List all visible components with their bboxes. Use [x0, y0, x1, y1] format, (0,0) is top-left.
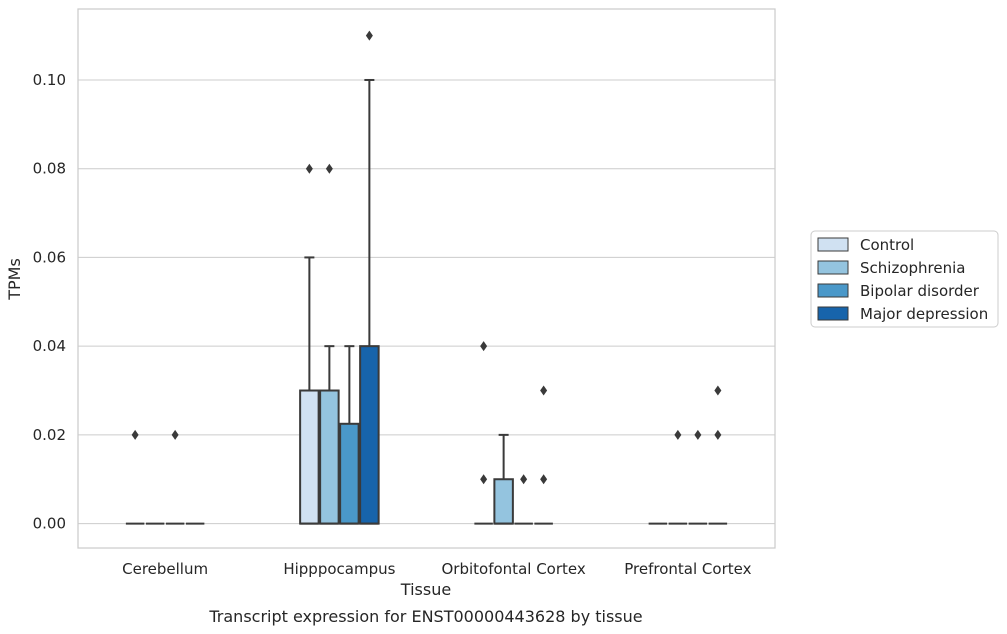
outlier-point [714, 385, 722, 396]
box-2-1 [493, 433, 514, 525]
outlier-point [694, 429, 702, 440]
x-tick-label: Cerebellum [122, 560, 208, 578]
legend: Control Schizophrenia Bipolar disorder Majo… [810, 230, 999, 328]
legend-swatch [817, 306, 849, 321]
y-tick-label: 0.00 [33, 515, 66, 533]
outlier-point [540, 385, 548, 396]
outlier-point [325, 163, 333, 174]
legend-label: Bipolar disorder [860, 282, 980, 300]
legend-swatch [817, 260, 849, 275]
box-1-3 [359, 30, 380, 525]
x-tick-label: Orbitofontal Cortex [442, 560, 586, 578]
outlier-point [540, 474, 548, 485]
legend-swatch [817, 237, 849, 252]
box-1-2 [339, 345, 360, 525]
y-axis-label: TPMs [5, 258, 24, 301]
outlier-point [674, 429, 682, 440]
x-tick-label: Hipppocampus [283, 560, 395, 578]
chart-title: Transcript expression for ENST0000044362… [208, 607, 642, 626]
y-tick-label: 0.06 [33, 248, 66, 266]
outlier-point [480, 341, 488, 352]
legend-label: Control [860, 236, 914, 254]
box-0-2 [165, 429, 185, 525]
legend-label: Schizophrenia [860, 259, 965, 277]
outlier-point [714, 429, 722, 440]
legend-frame [810, 230, 999, 328]
outlier-point [305, 163, 313, 174]
box-body [339, 422, 360, 525]
y-axis-ticks: 0.00 0.02 0.04 0.06 0.08 0.10 [33, 71, 66, 533]
x-axis-ticks: Cerebellum Hipppocampus Orbitofontal Corte… [122, 560, 751, 578]
box-3-3 [708, 385, 728, 525]
plot-frame [77, 8, 776, 549]
box-0-0 [125, 429, 145, 525]
y-tick-label: 0.08 [33, 160, 66, 178]
box-1-0 [299, 163, 320, 525]
outlier-point [171, 429, 179, 440]
box-2-2 [514, 474, 533, 525]
outlier-point [365, 30, 373, 41]
outlier-point [131, 429, 139, 440]
legend-label: Major depression [860, 305, 988, 323]
box-2-0 [474, 341, 493, 525]
outlier-point [480, 474, 488, 485]
y-tick-label: 0.10 [33, 71, 66, 89]
box-body [493, 478, 514, 525]
y-tick-label: 0.02 [33, 426, 66, 444]
outlier-point [520, 474, 528, 485]
gridlines [78, 79, 775, 525]
box-2-3 [534, 385, 553, 525]
legend-swatch [817, 283, 849, 298]
box-3-1 [668, 429, 688, 525]
box-1-1 [319, 163, 340, 525]
x-tick-label: Prefrontal Cortex [624, 560, 751, 578]
plot-area [125, 30, 728, 525]
box-body [319, 389, 340, 525]
x-axis-label: Tissue [400, 580, 451, 599]
y-tick-label: 0.04 [33, 337, 66, 355]
box-body [359, 345, 380, 525]
box-3-2 [688, 429, 708, 525]
box-body [299, 389, 320, 525]
